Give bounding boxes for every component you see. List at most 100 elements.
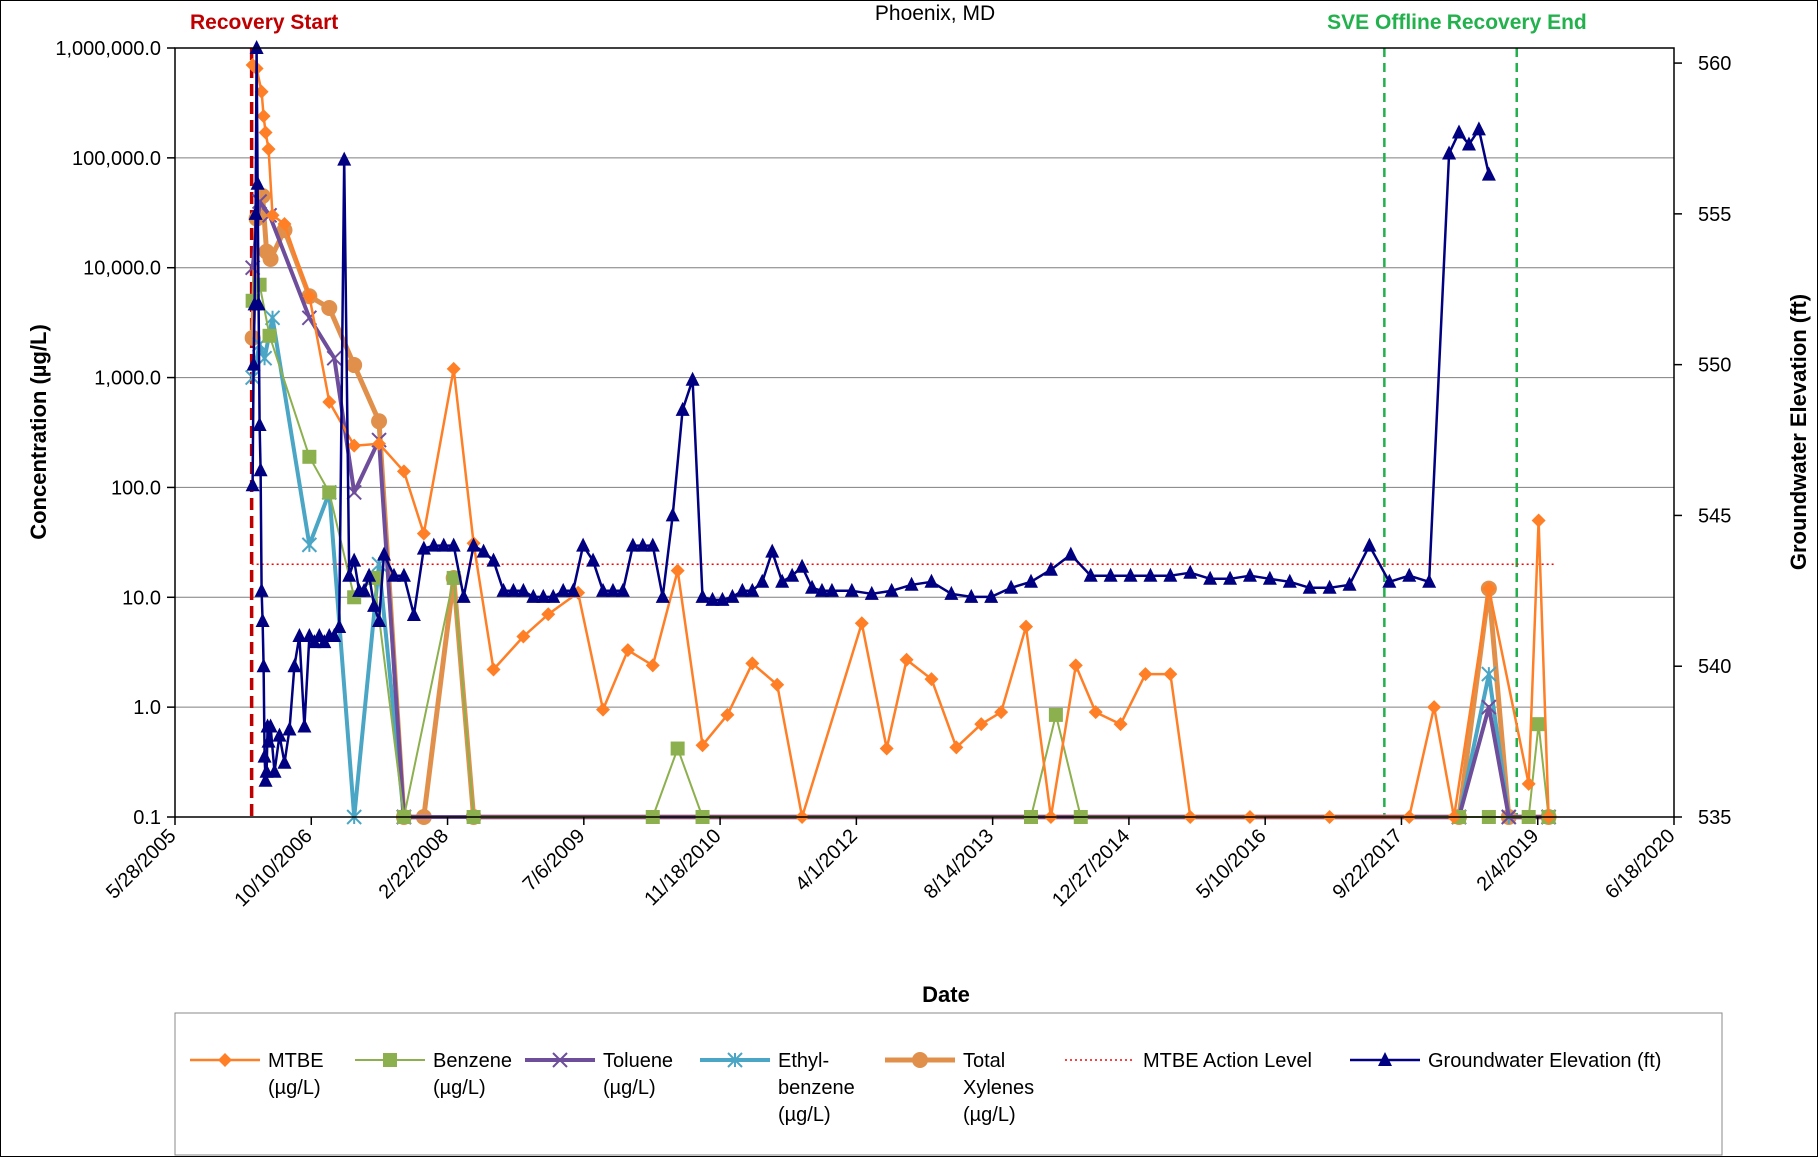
- event-label: Recovery End: [1447, 11, 1587, 34]
- data-point: [287, 658, 302, 673]
- legend-label: (µg/L): [268, 1077, 321, 1099]
- data-point: [884, 582, 899, 597]
- event-lines: Recovery Start SVE Offline Recovery End: [190, 11, 1587, 817]
- y-tick-label: 0.1: [133, 807, 161, 829]
- y-tick-label: 100.0: [111, 477, 161, 499]
- data-point: [1024, 573, 1039, 588]
- data-point: [1378, 1052, 1392, 1066]
- data-point: [1442, 145, 1457, 160]
- data-point: [1282, 573, 1297, 588]
- y2-tick-label: 550: [1698, 355, 1731, 377]
- plot-area: [174, 47, 1675, 818]
- data-point: [246, 356, 261, 371]
- y2-tick-label: 560: [1698, 53, 1731, 75]
- data-point: [406, 606, 421, 621]
- data-point: [253, 462, 268, 477]
- data-point: [496, 582, 511, 597]
- data-point: [745, 582, 760, 597]
- data-point: [346, 357, 363, 374]
- data-point: [695, 738, 710, 753]
- data-point: [1452, 124, 1467, 139]
- data-point: [1004, 579, 1019, 594]
- data-point: [486, 662, 501, 677]
- legend-label: Toluene: [603, 1050, 673, 1072]
- data-point: [596, 702, 611, 717]
- x-axis-title: Date: [922, 982, 970, 1007]
- data-point: [1068, 658, 1083, 673]
- data-point: [297, 718, 312, 733]
- data-point: [446, 570, 461, 585]
- data-point: [824, 582, 839, 597]
- data-point: [267, 763, 282, 778]
- legend-label: Groundwater Elevation (ft): [1428, 1050, 1661, 1072]
- data-point: [292, 628, 307, 643]
- data-point: [277, 216, 292, 231]
- data-point: [256, 109, 271, 124]
- data-point: [685, 371, 700, 386]
- data-point: [254, 582, 269, 597]
- data-point: [924, 573, 939, 588]
- data-point: [655, 588, 670, 603]
- data-point: [372, 612, 387, 627]
- data-point: [332, 619, 347, 634]
- data-point: [1043, 561, 1058, 576]
- data-point: [255, 612, 270, 627]
- data-point: [1183, 564, 1198, 579]
- legend-label: (µg/L): [778, 1104, 831, 1126]
- data-point: [596, 582, 611, 597]
- data-point: [566, 582, 581, 597]
- data-point: [249, 40, 264, 54]
- data-point: [725, 588, 740, 603]
- data-point: [1322, 579, 1337, 594]
- data-point: [541, 607, 556, 622]
- y2-tick-label: 540: [1698, 656, 1731, 678]
- data-point: [265, 208, 280, 223]
- data-point: [735, 582, 750, 597]
- data-point: [854, 616, 869, 631]
- data-point: [372, 436, 387, 451]
- data-point: [586, 552, 601, 567]
- y-tick-label: 1,000,000.0: [55, 38, 161, 60]
- data-point: [899, 652, 914, 667]
- chart-subtitle: Phoenix, MD: [875, 2, 995, 25]
- data-point: [1163, 567, 1178, 582]
- data-point: [944, 585, 959, 600]
- data-point: [516, 629, 531, 644]
- data-point: [282, 721, 297, 736]
- grid-lines: [175, 157, 1674, 708]
- data-point: [984, 588, 999, 603]
- data-point: [367, 597, 382, 612]
- data-point: [755, 573, 770, 588]
- y-tick-label: 1.0: [133, 697, 161, 719]
- legend-label: MTBE Action Level: [1143, 1050, 1312, 1072]
- data-point: [446, 361, 461, 376]
- data-point: [516, 582, 531, 597]
- data-point: [506, 582, 521, 597]
- data-point: [1088, 705, 1103, 720]
- legend: MTBE (µg/L) Benzene (µg/L) Toluene (µg/L) Ethy…: [190, 1050, 1661, 1126]
- data-point: [695, 588, 710, 603]
- data-point: [1531, 513, 1546, 528]
- data-point: [536, 588, 551, 603]
- data-point: [949, 740, 964, 755]
- data-point: [263, 718, 278, 733]
- data-point: [396, 464, 411, 479]
- data-point: [1063, 546, 1078, 561]
- data-point: [446, 537, 461, 552]
- y-tick-label: 10.0: [122, 587, 161, 609]
- y-tick-label: 1,000.0: [94, 368, 161, 390]
- data-point: [705, 591, 720, 606]
- data-point: [1481, 581, 1496, 596]
- data-point: [1103, 567, 1118, 582]
- data-point: [879, 741, 894, 756]
- data-point: [342, 567, 357, 582]
- data-point: [1362, 537, 1377, 552]
- data-point: [1531, 717, 1546, 732]
- event-label: Recovery Start: [190, 11, 338, 34]
- data-point: [625, 537, 640, 552]
- data-point: [645, 658, 660, 673]
- data-point: [371, 413, 388, 430]
- data-point: [272, 727, 287, 742]
